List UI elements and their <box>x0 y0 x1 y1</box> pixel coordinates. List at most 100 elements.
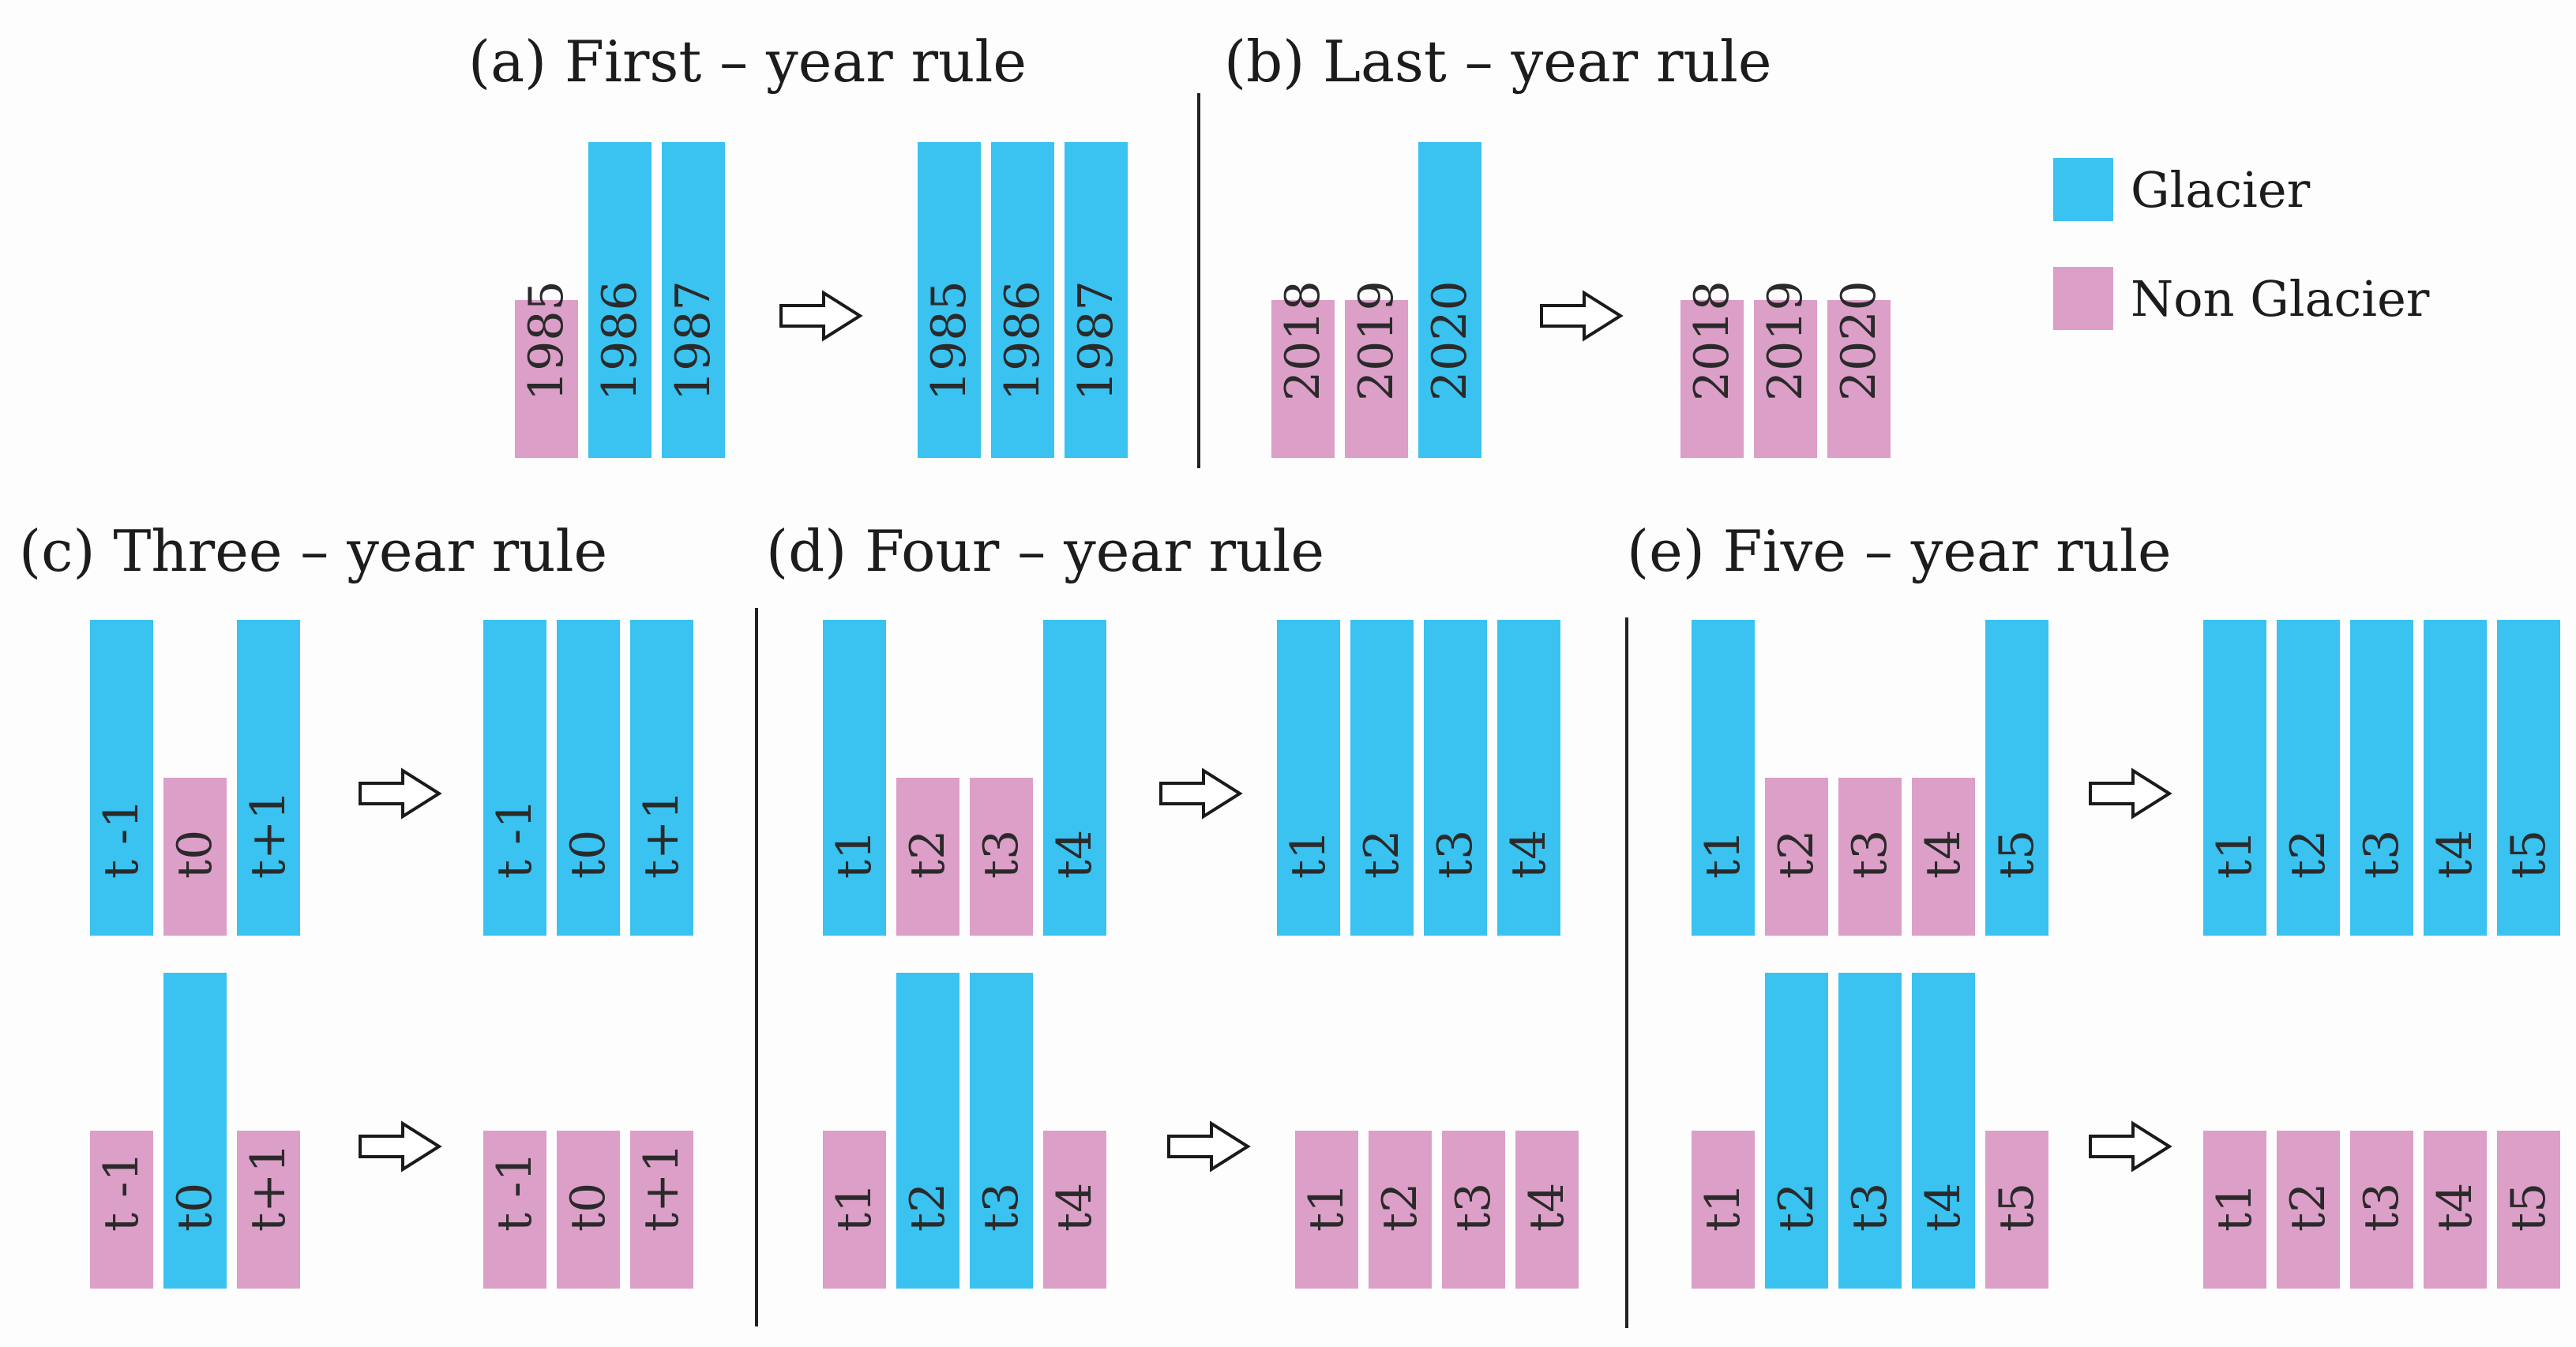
panel-c-row2-before-bar-2: t0 <box>163 973 227 1289</box>
panel-a-row1-after-bar-2-label: 1986 <box>995 280 1050 401</box>
panel-b-row1-after-bar-3-label: 2020 <box>1831 280 1887 401</box>
panel-d-row1-after-bar-3: t3 <box>1424 620 1487 936</box>
panel-d-row1-before-bar-3: t3 <box>970 778 1033 936</box>
panel-e-row1-before-bar-5: t5 <box>1985 620 2048 936</box>
panel-d-row2-after-bar-4-label: t4 <box>1519 1182 1575 1232</box>
panel-d-row1-after-bar-1-label: t1 <box>1281 829 1336 879</box>
panel-e-row1-before-bar-4-label: t4 <box>1916 829 1971 879</box>
panel-b-row1-before-bar-2-label: 2019 <box>1349 280 1404 401</box>
panel-e-row1-after-bar-3: t3 <box>2350 620 2413 936</box>
legend-non-glacier: Non Glacier <box>2053 267 2429 330</box>
panel-b-row1-before-bar-1-label: 2018 <box>1275 280 1331 401</box>
panel-d-row1-after-bar-4: t4 <box>1497 620 1560 936</box>
panel-e-row1-after-bar-4: t4 <box>2424 620 2487 936</box>
panel-d-row2-after-bar-1: t1 <box>1295 1131 1358 1289</box>
panel-e-row2-before-bar-3-label: t3 <box>1842 1182 1898 1232</box>
panel-e-row1-after-bar-1-label: t1 <box>2207 829 2262 879</box>
panel-e-row1-after-bar-2: t2 <box>2277 620 2340 936</box>
legend-glacier-label: Glacier <box>2131 160 2311 219</box>
panel-e-row1-before-bar-5-label: t5 <box>1989 829 2045 879</box>
panel-b-row1-before-bar-3-label: 2020 <box>1422 280 1478 401</box>
panel-e-row1-after-bar-4-label: t4 <box>2428 829 2483 879</box>
panel-b-row1-before-bar-2: 2019 <box>1345 280 1408 458</box>
legend-glacier: Glacier <box>2053 158 2310 221</box>
panel-c-row2-after-bar-3: t+1 <box>630 1131 693 1289</box>
divider-d-e <box>1625 617 1628 1328</box>
panel-d-row1-before-bar-2: t2 <box>896 778 959 936</box>
panel-e-row2-after-bar-5-label: t5 <box>2501 1182 2556 1232</box>
panel-e-row2-before-bar-5-label: t5 <box>1989 1182 2045 1232</box>
legend-non-glacier-swatch <box>2053 267 2113 330</box>
panel-c-row2-before-bar-1: t -1 <box>90 1131 153 1289</box>
panel-e-row1-before-bar-3: t3 <box>1838 778 1902 936</box>
panel-d-row1-before-bar-2-label: t2 <box>900 829 956 879</box>
panel-b-row1-after-bar-1-label: 2018 <box>1684 280 1740 401</box>
panel-d-row2-before-bar-4: t4 <box>1043 1131 1106 1289</box>
panel-d-row1-after-bar-2-label: t2 <box>1354 829 1410 879</box>
panel-c-row2-after-bar-1-label: t -1 <box>487 1151 543 1232</box>
panel-e-row1-before-bar-2-label: t2 <box>1769 829 1824 879</box>
panel-d-row2-after-bar-3-label: t3 <box>1446 1182 1501 1232</box>
panel-c-row1-after-bar-1-label: t -1 <box>487 798 543 879</box>
panel-b-row1-after-bar-1: 2018 <box>1680 280 1744 458</box>
panel-d-row2-before-bar-2-label: t2 <box>900 1182 956 1232</box>
panel-e-row2-after-bar-4-label: t4 <box>2428 1182 2483 1232</box>
panel-d-row1-before-bar-4-label: t4 <box>1047 829 1102 879</box>
panel-d-row2-before-bar-3: t3 <box>970 973 1033 1289</box>
panel-b-row1-before-bar-3: 2020 <box>1418 142 1481 458</box>
panel-e-row2-before-bar-5: t5 <box>1985 1131 2048 1289</box>
panel-c-row2-after-bar-2-label: t0 <box>561 1182 616 1232</box>
panel-c-row1-before-bar-3-label: t+1 <box>241 790 296 879</box>
panel-e-title: (e) Five – year rule <box>1627 518 2172 584</box>
panel-e-row1-before-bar-4: t4 <box>1912 778 1975 936</box>
panel-d-row1-before-bar-1: t1 <box>823 620 886 936</box>
panel-e-row2-after-bar-2-label: t2 <box>2281 1182 2336 1232</box>
panel-a-row1-before-bar-3: 1987 <box>662 142 725 458</box>
panel-d-row2-before-bar-2: t2 <box>896 973 959 1289</box>
panel-a-row1-after-bar-1-label: 1985 <box>922 280 977 401</box>
panel-a-row1-before-bar-1-label: 1985 <box>519 280 574 401</box>
panel-c-row1-after-bar-2: t0 <box>557 620 620 936</box>
panel-c-row1-after-bar-2-label: t0 <box>561 829 616 879</box>
panel-b-row1-after-bar-2: 2019 <box>1754 280 1817 458</box>
panel-e-row1-before-bar-3-label: t3 <box>1842 829 1898 879</box>
panel-c-row2-after-bar-2: t0 <box>557 1131 620 1289</box>
divider-c-d <box>755 608 758 1326</box>
panel-e-row2-before-bar-2-label: t2 <box>1769 1182 1824 1232</box>
panel-b-row1-arrow-icon <box>1540 290 1624 342</box>
panel-a-row1-arrow-icon <box>779 290 863 342</box>
panel-e-row1-after-bar-2-label: t2 <box>2281 829 2336 879</box>
panel-e-row2-before-bar-1-label: t1 <box>1695 1182 1751 1232</box>
panel-d-row1-after-bar-2: t2 <box>1350 620 1414 936</box>
panel-e-row2-after-bar-3-label: t3 <box>2354 1182 2409 1232</box>
panel-e-row2-before-bar-1: t1 <box>1692 1131 1755 1289</box>
panel-a-row1-before-bar-2-label: 1986 <box>592 280 648 401</box>
legend-non-glacier-label: Non Glacier <box>2131 269 2430 328</box>
panel-e-row2-before-bar-4-label: t4 <box>1916 1182 1971 1232</box>
panel-e-row2-before-bar-2: t2 <box>1765 973 1828 1289</box>
panel-e-row2-after-bar-3: t3 <box>2350 1131 2413 1289</box>
panel-e-row2-after-bar-2: t2 <box>2277 1131 2340 1289</box>
panel-a-row1-after-bar-2: 1986 <box>991 142 1054 458</box>
panel-c-row1-after-bar-3: t+1 <box>630 620 693 936</box>
panel-d-title: (d) Four – year rule <box>766 518 1325 584</box>
panel-e-row2-after-bar-4: t4 <box>2424 1131 2487 1289</box>
panel-a-row1-after-bar-3-label: 1987 <box>1068 280 1124 401</box>
panel-a-title: (a) First – year rule <box>468 28 1027 95</box>
panel-d-row2-before-bar-1-label: t1 <box>827 1182 882 1232</box>
panel-d-row2-before-bar-1: t1 <box>823 1131 886 1289</box>
panel-d-row1-arrow-icon <box>1159 767 1243 820</box>
panel-c-row2-before-bar-3-label: t+1 <box>241 1143 296 1232</box>
panel-d-row2-after-bar-1-label: t1 <box>1299 1182 1354 1232</box>
panel-d-row1-after-bar-3-label: t3 <box>1428 829 1483 879</box>
panel-e-row1-before-bar-2: t2 <box>1765 778 1828 936</box>
panel-e-row2-before-bar-4: t4 <box>1912 973 1975 1289</box>
panel-e-row2-arrow-icon <box>2089 1120 2172 1173</box>
panel-a-row1-after-bar-1: 1985 <box>918 142 981 458</box>
panel-a-row1-after-bar-3: 1987 <box>1065 142 1128 458</box>
panel-c-row2-before-bar-2-label: t0 <box>167 1182 223 1232</box>
panel-a-row1-before-bar-1: 1985 <box>515 280 578 458</box>
panel-e-row1-after-bar-5-label: t5 <box>2501 829 2556 879</box>
panel-e-row2-after-bar-5: t5 <box>2497 1131 2560 1289</box>
panel-d-row2-after-bar-2: t2 <box>1369 1131 1432 1289</box>
